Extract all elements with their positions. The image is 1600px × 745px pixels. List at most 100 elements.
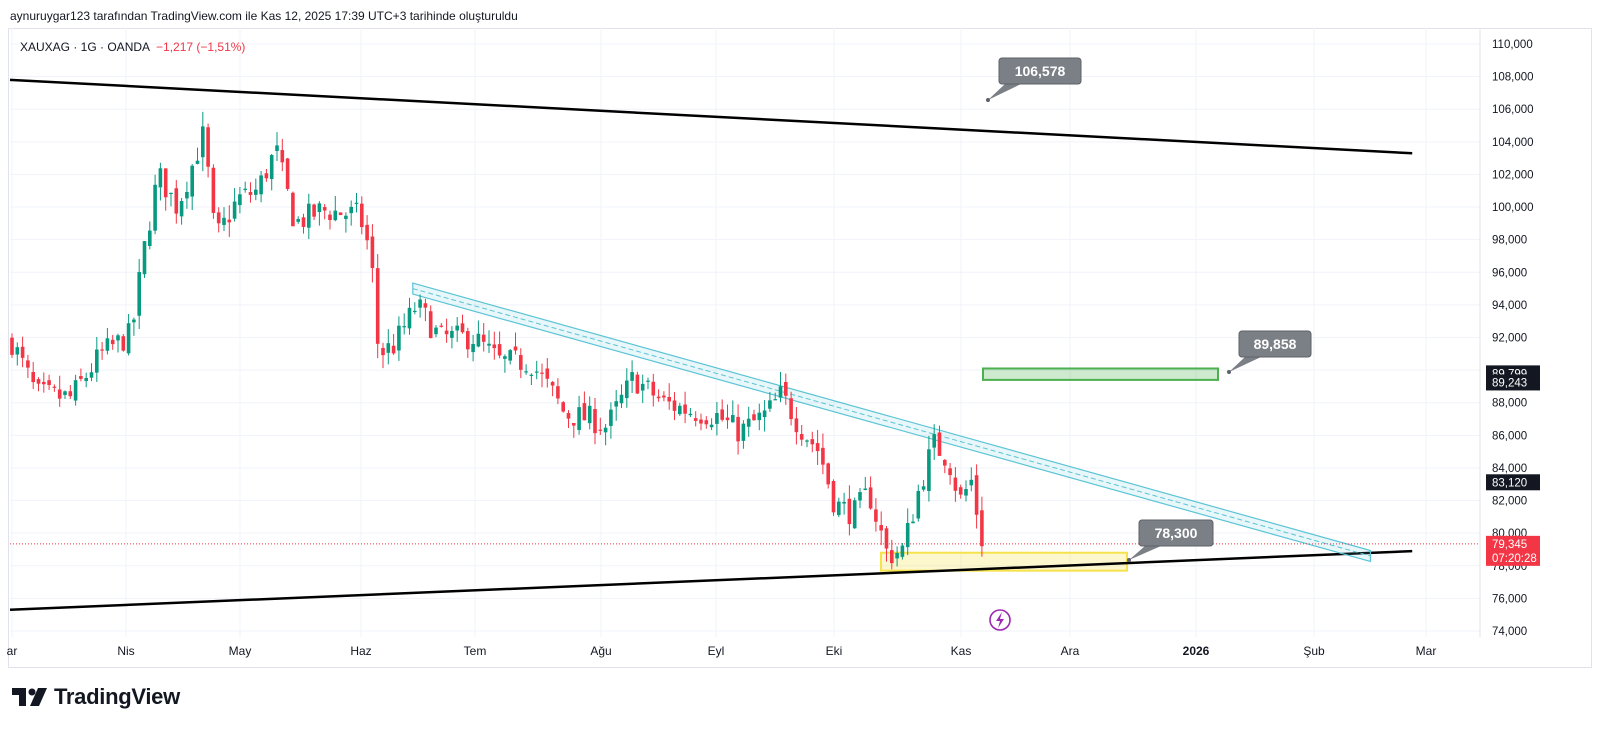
candle-down — [699, 419, 703, 424]
candle-down — [752, 414, 756, 421]
candle-up — [916, 490, 921, 519]
candle-up — [858, 492, 862, 501]
price-label-box — [1486, 474, 1540, 491]
candle-down — [725, 417, 730, 421]
candle-down — [582, 403, 587, 421]
x-tick-label: Eyl — [708, 644, 725, 658]
candle-up — [349, 206, 353, 214]
x-tick-label: May — [229, 644, 252, 658]
x-tick-label: ar — [7, 644, 18, 658]
grid — [10, 28, 1480, 637]
candle-down — [540, 372, 544, 374]
candle-up — [259, 175, 263, 195]
x-tick-label: Mar — [1416, 644, 1437, 658]
price-label-box — [1486, 374, 1540, 391]
candle-down — [683, 404, 687, 414]
candle-up — [762, 410, 767, 418]
candle-down — [121, 336, 126, 351]
candle-up — [269, 155, 274, 180]
candle-down — [545, 368, 550, 379]
candle-down — [821, 447, 825, 465]
candle-down — [460, 323, 465, 333]
y-tick-label: 76,000 — [1492, 593, 1527, 605]
candle-up — [476, 333, 481, 347]
symbol-name: XAUXAG · 1G · OANDA — [20, 40, 151, 54]
callout-pointer — [1229, 357, 1261, 372]
candle-down — [550, 382, 555, 386]
candle-down — [280, 150, 285, 163]
candle-down — [561, 402, 565, 412]
candle-down — [884, 528, 889, 549]
x-tick-label: Eki — [826, 644, 843, 658]
candle-up — [402, 326, 406, 328]
candle-up — [678, 405, 682, 415]
candle-down — [31, 372, 35, 383]
chart-caption: aynuruygar123 tarafından TradingView.com… — [10, 9, 518, 23]
candle-up — [153, 184, 157, 231]
candle-up — [614, 401, 618, 407]
x-tick-label: Nis — [117, 644, 134, 658]
candle-down — [635, 374, 640, 394]
channel-midline — [412, 288, 1371, 557]
candle-up — [911, 521, 915, 524]
candle-down — [381, 347, 385, 356]
callout-anchor — [1127, 558, 1131, 562]
symbol-change: −1,217 (−1,51%) — [156, 40, 246, 54]
candle-down — [826, 463, 830, 485]
candle-up — [185, 191, 189, 199]
symbol-line: XAUXAG · 1G · OANDA −1,217 (−1,51%) — [20, 40, 245, 54]
y-tick-label: 98,000 — [1492, 235, 1527, 247]
candle-up — [344, 215, 348, 220]
candle-down — [248, 191, 253, 195]
candle-down — [100, 349, 104, 351]
candle-down — [651, 381, 656, 396]
candle-up — [932, 434, 936, 448]
candle-down — [662, 395, 666, 398]
x-tick-label: 2026 — [1183, 644, 1210, 658]
candle-down — [211, 167, 216, 213]
price-label: 83,120 — [1492, 477, 1527, 489]
tradingview-brand[interactable]: TradingView — [12, 684, 180, 710]
candle-up — [503, 356, 507, 359]
candle-down — [879, 525, 883, 531]
candle-down — [206, 127, 210, 167]
candle-up — [296, 219, 300, 222]
y-tick-label: 82,000 — [1492, 496, 1527, 508]
trend-lines — [9, 78, 1480, 612]
candle-up — [895, 552, 899, 559]
candle-down — [519, 355, 523, 370]
candle-down — [370, 236, 375, 269]
candle-up — [837, 501, 841, 516]
candle-up — [190, 165, 194, 197]
candle-down — [831, 481, 836, 513]
candle-down — [10, 337, 14, 355]
candle-down — [79, 376, 83, 379]
brand-name: TradingView — [54, 684, 180, 709]
candle-down — [444, 330, 449, 335]
candle-down — [481, 334, 486, 342]
chart-frame — [8, 28, 1592, 668]
candle-up — [63, 391, 67, 395]
candle-up — [534, 371, 539, 373]
y-tick-label: 84,000 — [1492, 463, 1527, 475]
candle-up — [307, 203, 311, 228]
target-zone — [982, 367, 1219, 381]
candle-up — [529, 374, 534, 376]
candle-up — [625, 380, 629, 399]
candle-up — [757, 412, 762, 421]
candle-down — [174, 188, 179, 214]
candle-up — [619, 394, 624, 404]
candle-up — [688, 413, 693, 416]
candle-up — [640, 383, 645, 391]
candle-up — [778, 386, 783, 398]
candle-down — [667, 397, 671, 402]
candle-down — [365, 224, 369, 241]
candle-up — [418, 299, 422, 308]
candle-up — [354, 202, 359, 204]
y-tick-label: 104,000 — [1492, 137, 1534, 149]
lightning-icon — [989, 609, 1011, 631]
candle-down — [497, 344, 502, 356]
candle-down — [466, 331, 470, 350]
candle-up — [842, 501, 846, 504]
